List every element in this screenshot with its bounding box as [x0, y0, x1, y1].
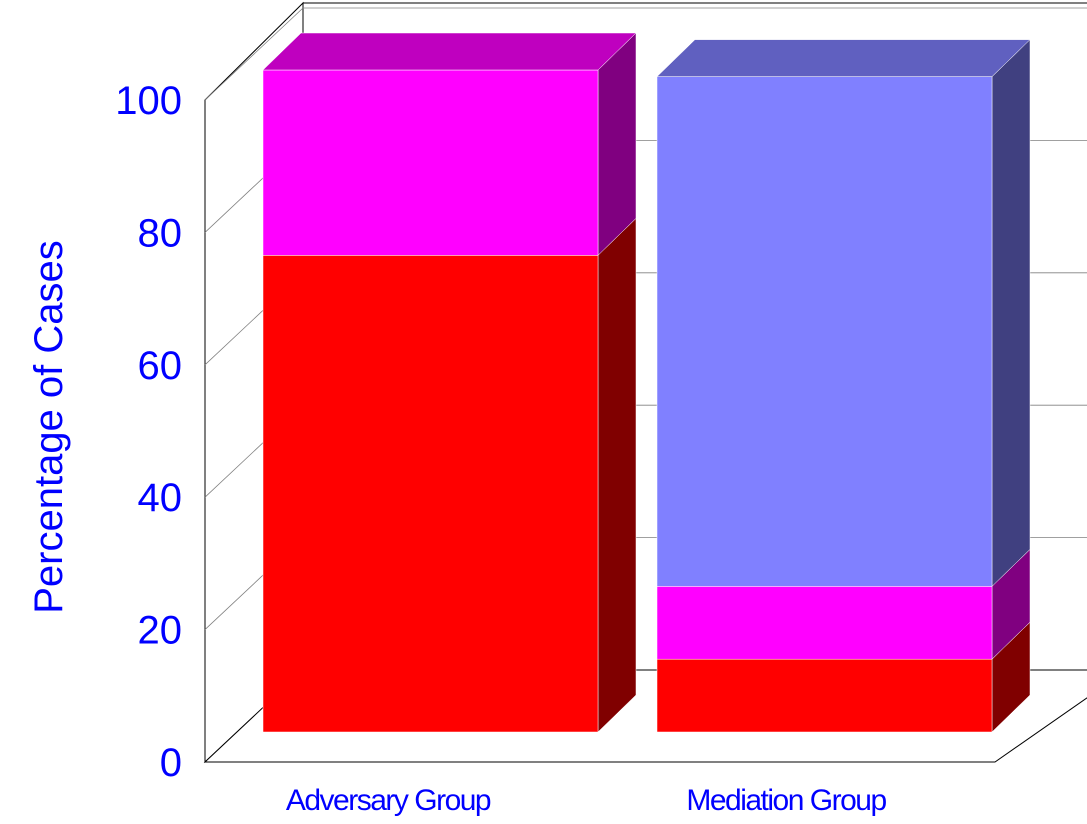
bars-group — [262, 32, 1031, 733]
y-tick-label: 40 — [138, 476, 183, 520]
y-tick-label: 100 — [115, 79, 182, 123]
x-tick-label: Mediation Group — [686, 784, 886, 817]
bar-segment — [656, 76, 993, 587]
y-tick-label: 20 — [138, 609, 183, 653]
y-tick-label: 60 — [138, 344, 183, 388]
bar-segment-side — [991, 39, 1031, 587]
y-tick-label: 0 — [160, 741, 182, 785]
bar-segment-side — [597, 32, 637, 256]
bar-segment-side — [597, 217, 637, 733]
bar-segment — [262, 255, 599, 733]
bar-segment — [656, 658, 993, 733]
bar-top — [656, 39, 1031, 77]
y-tick-label: 80 — [138, 211, 183, 255]
bar-segment — [656, 586, 993, 660]
bar-top — [262, 32, 637, 71]
x-tick-labels: Adversary Group Mediation Group — [286, 784, 888, 817]
x-tick-label: Adversary Group — [286, 784, 491, 817]
y-tick-labels: 0 20 40 60 80 100 — [115, 79, 182, 785]
gridline-side — [204, 7, 304, 101]
y-axis-label: Percentage of Cases — [27, 240, 71, 614]
bar-segment — [262, 69, 599, 256]
